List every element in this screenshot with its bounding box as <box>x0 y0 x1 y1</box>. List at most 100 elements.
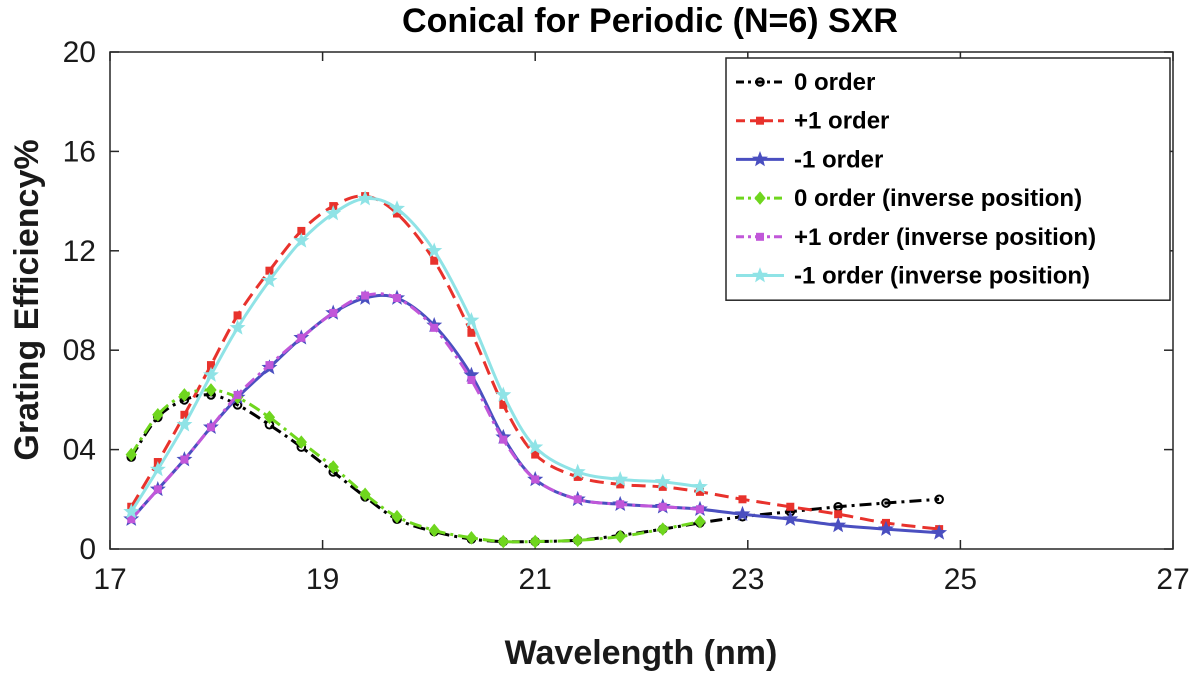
data-point <box>233 311 242 320</box>
x-axis-label: Wavelength (nm) <box>505 634 778 672</box>
data-point <box>359 487 371 502</box>
data-point <box>180 455 189 464</box>
data-point <box>695 505 704 514</box>
data-point <box>389 200 406 216</box>
legend-marker <box>751 151 769 167</box>
legend-entry: 0 order <box>736 69 875 96</box>
data-point <box>393 294 402 303</box>
data-point <box>426 242 443 258</box>
legend-label: +1 order (inverse position) <box>794 224 1096 251</box>
legend-label: -1 order (inverse position) <box>794 263 1090 290</box>
data-point <box>931 524 948 540</box>
data-point <box>531 475 540 484</box>
data-point <box>834 510 843 519</box>
data-point <box>531 450 540 459</box>
legend-marker <box>754 191 766 205</box>
legend-label: -1 order <box>794 146 883 173</box>
data-point <box>229 319 246 335</box>
data-point <box>734 505 751 522</box>
legend-entry: 0 order (inverse position) <box>736 185 1082 212</box>
y-tick-label: 04 <box>63 434 96 467</box>
data-point <box>428 523 440 538</box>
data-point <box>691 478 708 494</box>
legend-marker <box>751 267 769 283</box>
data-point <box>782 510 799 526</box>
data-point <box>153 485 162 494</box>
y-tick-label: 12 <box>63 235 96 268</box>
data-point <box>499 435 508 444</box>
data-point <box>327 460 339 474</box>
legend: 0 order +1 order -1 order 0 order (inverse … <box>725 57 1171 301</box>
series-5 <box>127 291 704 524</box>
data-point <box>325 205 342 221</box>
legend-entry: -1 order (inverse position) <box>736 263 1090 290</box>
legend-marker <box>756 116 764 125</box>
data-point <box>123 503 140 519</box>
data-point <box>467 376 476 385</box>
axis-ticks: 17 19 21 23 25 27 0 04 08 12 16 20 <box>63 36 1190 596</box>
data-point <box>830 516 847 533</box>
data-point <box>176 416 193 432</box>
data-series <box>123 190 948 549</box>
data-point <box>657 522 669 536</box>
data-point <box>738 495 747 504</box>
legend-label: 0 order (inverse position) <box>794 185 1082 212</box>
data-point <box>612 470 629 487</box>
data-point <box>261 272 278 288</box>
data-point <box>206 423 215 432</box>
y-axis-label: Grating Efficiency% <box>8 139 46 460</box>
data-point <box>934 494 944 505</box>
data-point <box>654 473 671 489</box>
data-point <box>357 190 374 206</box>
data-point <box>125 447 137 462</box>
data-point <box>233 390 242 399</box>
x-tick-label: 19 <box>306 563 339 596</box>
data-point <box>467 328 476 337</box>
y-tick-label: 08 <box>63 334 96 367</box>
data-point <box>127 515 136 524</box>
y-tick-label: 16 <box>63 135 96 168</box>
legend-entry: +1 order <box>736 108 889 135</box>
data-point <box>430 256 439 265</box>
data-point <box>295 435 307 449</box>
y-tick-label: 0 <box>79 533 96 566</box>
data-point <box>202 366 219 382</box>
data-point <box>572 533 584 548</box>
legend-marker <box>756 232 764 241</box>
data-point <box>495 386 512 402</box>
data-point <box>527 438 544 454</box>
data-point <box>658 502 667 511</box>
chart-title: Conical for Periodic (N=6) SXR <box>402 2 898 40</box>
x-tick-label: 23 <box>731 563 764 596</box>
data-point <box>573 495 582 504</box>
data-point <box>149 461 166 477</box>
x-tick-label: 21 <box>519 563 552 596</box>
data-point <box>786 502 795 511</box>
data-point <box>569 463 586 479</box>
data-point <box>614 529 626 544</box>
data-point <box>616 500 625 509</box>
legend-entry: +1 order (inverse position) <box>736 224 1096 251</box>
data-point <box>293 232 310 248</box>
legend-label: 0 order <box>794 69 875 96</box>
x-tick-label: 17 <box>93 563 126 596</box>
series-6 <box>123 190 708 519</box>
data-point <box>205 383 217 397</box>
legend-box <box>725 57 1171 301</box>
data-point <box>265 361 274 370</box>
data-point <box>430 323 439 332</box>
legend-marker <box>755 77 765 87</box>
data-point <box>152 408 164 422</box>
legend-entry: -1 order <box>736 146 883 173</box>
data-point <box>529 534 541 549</box>
y-tick-label: 20 <box>63 36 96 69</box>
data-point <box>329 308 338 317</box>
data-point <box>465 531 478 545</box>
data-point <box>463 311 480 328</box>
data-point <box>694 514 706 529</box>
legend-label: +1 order <box>794 108 889 135</box>
data-point <box>178 388 191 402</box>
data-point <box>881 498 891 508</box>
data-point <box>391 509 403 524</box>
